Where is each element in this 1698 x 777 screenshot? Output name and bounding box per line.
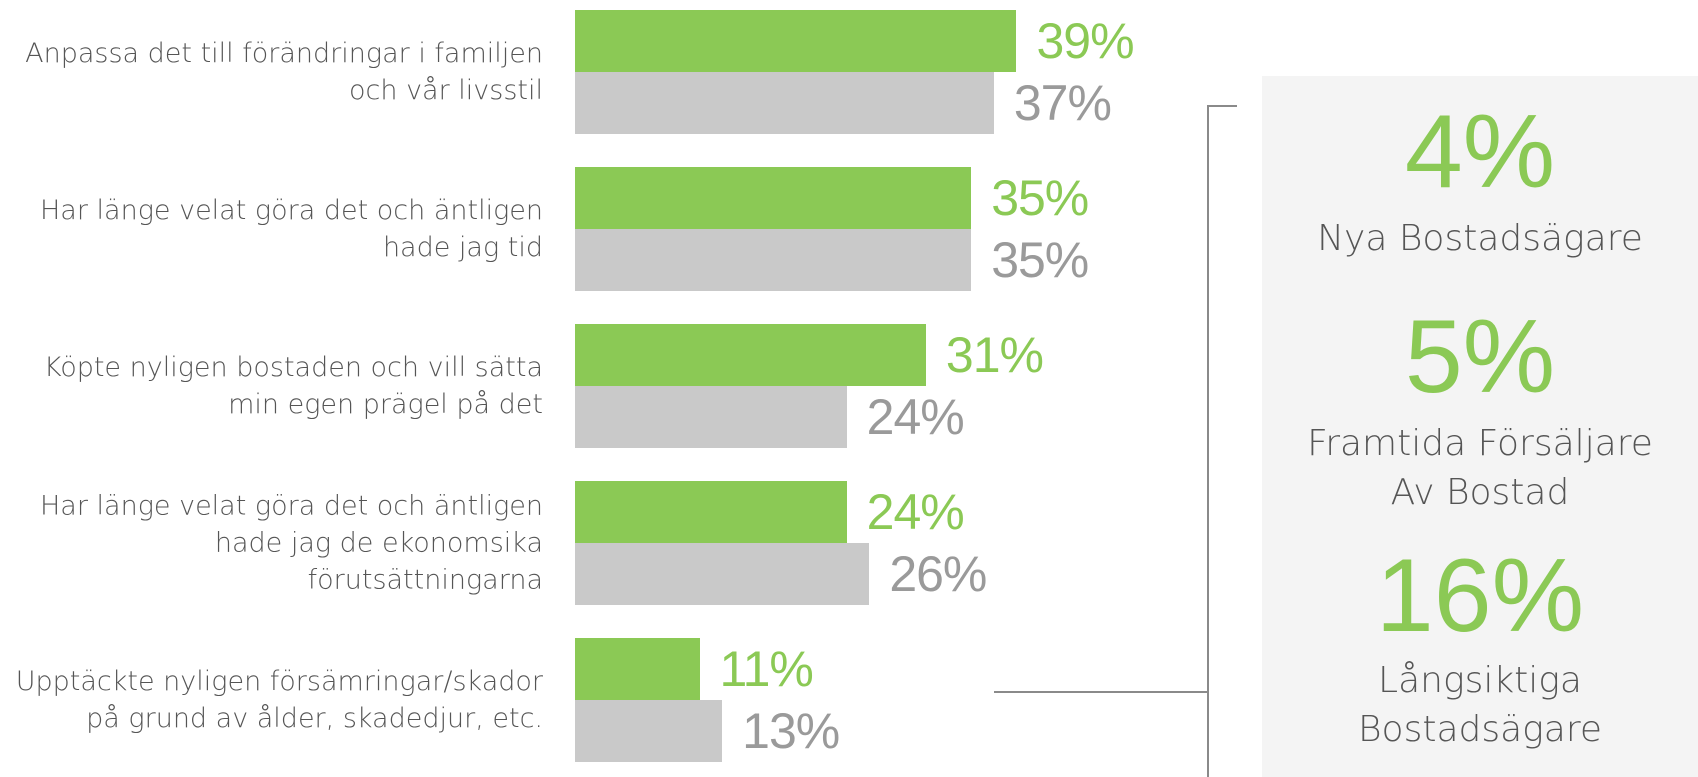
bar bbox=[575, 386, 847, 448]
value-label: 26% bbox=[889, 546, 987, 602]
callout-label: Framtida Försäljare Av Bostad bbox=[1307, 423, 1653, 513]
callout-value: 4% bbox=[1404, 94, 1556, 210]
bar bbox=[575, 10, 1017, 72]
callout-value: 16% bbox=[1375, 538, 1585, 654]
bar bbox=[575, 700, 723, 762]
value-label: 35% bbox=[991, 170, 1089, 226]
value-label: 31% bbox=[945, 327, 1044, 383]
category-label: Köpte nyligen bostaden och vill sätta mi… bbox=[43, 352, 543, 420]
bar bbox=[575, 72, 994, 134]
bar bbox=[575, 638, 700, 700]
category-label: Upptäckte nyligen försämringar/skador på… bbox=[15, 666, 543, 734]
value-label: 35% bbox=[991, 232, 1089, 288]
bracket-line bbox=[1207, 105, 1237, 107]
bracket-line bbox=[1207, 105, 1209, 777]
bar bbox=[575, 543, 870, 605]
bar bbox=[575, 481, 847, 543]
category-label: Har länge velat göra det och äntligen ha… bbox=[40, 195, 543, 263]
value-label: 24% bbox=[866, 389, 965, 445]
bracket-line bbox=[994, 691, 1208, 693]
value-label: 37% bbox=[1013, 75, 1112, 131]
bar bbox=[575, 167, 972, 229]
category-label: Har länge velat göra det och äntligen ha… bbox=[40, 490, 543, 596]
value-label: 24% bbox=[866, 484, 965, 540]
bar bbox=[575, 229, 972, 291]
category-label: Anpassa det till förändringar i familjen… bbox=[25, 38, 543, 106]
callout-label: Nya Bostadsägare bbox=[1317, 218, 1643, 259]
bar bbox=[575, 324, 926, 386]
callout-label: Långsiktiga Bostadsägare bbox=[1357, 660, 1603, 750]
value-label: 13% bbox=[742, 703, 840, 759]
callout-panel: 4% Nya Bostadsägare 5% Framtida Försäljare … bbox=[1262, 76, 1698, 777]
value-label: 39% bbox=[1036, 13, 1134, 69]
value-label: 11% bbox=[719, 641, 814, 697]
callout-value: 5% bbox=[1404, 299, 1556, 415]
